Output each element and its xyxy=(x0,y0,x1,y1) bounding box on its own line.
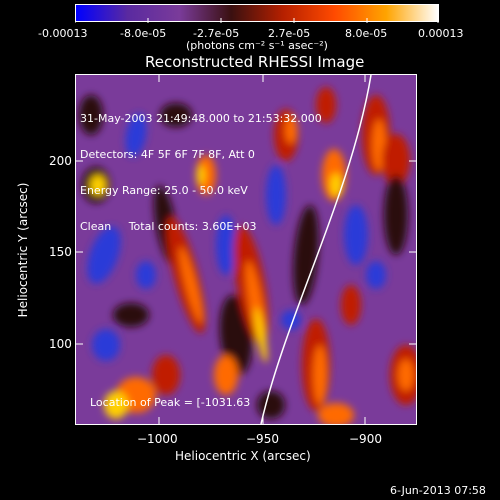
emission-blob xyxy=(152,355,180,395)
colorbar-tick-label: 8.0e-05 xyxy=(345,27,388,40)
observation-info: 31-May-2003 21:49:48.000 to 21:53:32.000… xyxy=(80,89,322,245)
emission-blob xyxy=(125,113,147,157)
emission-blob xyxy=(87,226,121,284)
emission-blob xyxy=(214,355,238,395)
emission-blob xyxy=(266,165,286,225)
emission-blob xyxy=(113,303,149,327)
emission-blob xyxy=(79,95,103,135)
emission-blob xyxy=(254,307,268,363)
colorbar-ticks xyxy=(75,18,439,24)
emission-blob xyxy=(293,205,319,305)
x-tick-label: −1000 xyxy=(137,432,178,446)
emission-blob xyxy=(330,173,342,197)
y-tick-label: 150 xyxy=(49,245,72,259)
emission-blob xyxy=(179,246,203,324)
colorbar-gradient xyxy=(76,5,438,21)
image-plot xyxy=(75,74,417,425)
colorbar-unit-label: (photons cm⁻² s⁻¹ asec⁻²) xyxy=(186,39,328,52)
colorbar-tick-label: -0.00013 xyxy=(38,27,88,40)
y-tick-label: 100 xyxy=(49,337,72,351)
emission-blob xyxy=(398,359,414,391)
y-tick-label: 200 xyxy=(49,154,72,168)
emission-blob xyxy=(382,134,410,186)
emission-blob xyxy=(90,175,106,195)
axis-ticks xyxy=(75,74,417,425)
info-line-detectors: Detectors: 4F 5F 6F 7F 8F, Att 0 xyxy=(80,148,255,161)
emission-blob xyxy=(104,391,128,419)
emission-blob xyxy=(92,329,120,361)
x-tick-label: −950 xyxy=(246,432,279,446)
info-line-clean: Clean Total counts: 3.60E+03 xyxy=(80,220,257,233)
emission-blob xyxy=(281,310,301,330)
colorbar xyxy=(75,4,439,22)
emission-blob xyxy=(316,87,336,123)
colorbar-tick-label: 0.00013 xyxy=(418,27,464,40)
emission-blob xyxy=(160,103,192,127)
colorbar-tick-label: 2.7e-05 xyxy=(268,27,311,40)
emission-blob xyxy=(285,116,297,144)
emission-blob xyxy=(136,261,156,289)
y-axis-label: Heliocentric Y (arcsec) xyxy=(16,182,30,318)
colorbar-tick-label: -2.7e-05 xyxy=(193,27,240,40)
emission-blob xyxy=(318,403,354,424)
peak-location: Location of Peak = [-1031.63 xyxy=(90,396,251,409)
info-line-energy: Energy Range: 25.0 - 50.0 keV xyxy=(80,184,248,197)
emission-blob xyxy=(344,205,368,265)
x-axis-label: Heliocentric X (arcsec) xyxy=(175,449,311,463)
emission-blob xyxy=(197,165,205,185)
colorbar-tick-label: -8.0e-05 xyxy=(120,27,167,40)
emission-blob xyxy=(366,261,386,289)
emission-blob xyxy=(384,175,408,255)
render-timestamp: 6-Jun-2013 07:58 xyxy=(390,484,486,497)
emission-blob xyxy=(216,215,236,275)
x-tick-label: −900 xyxy=(349,432,382,446)
emission-blob xyxy=(313,345,327,405)
emission-blob xyxy=(341,285,361,325)
solar-limb-line xyxy=(260,75,372,424)
rhessi-image xyxy=(76,75,416,424)
plot-title: Reconstructed RHESSI Image xyxy=(145,53,365,71)
info-line-time: 31-May-2003 21:49:48.000 to 21:53:32.000 xyxy=(80,112,322,125)
